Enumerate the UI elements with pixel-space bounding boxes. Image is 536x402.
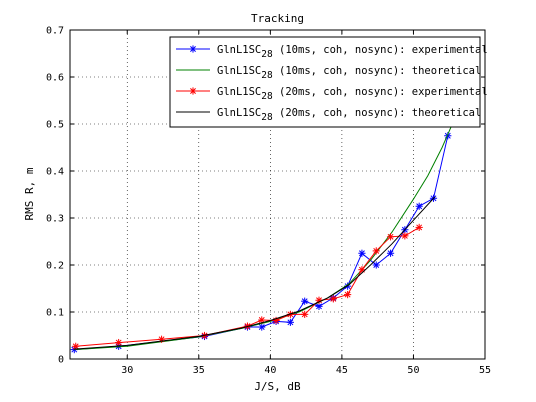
y-tick-label: 0.1 bbox=[46, 308, 64, 319]
legend-label-main: GlnL1SC bbox=[217, 86, 261, 98]
x-tick-label: 30 bbox=[121, 365, 133, 376]
x-tick-label: 45 bbox=[336, 365, 348, 376]
series-2-point bbox=[344, 291, 352, 299]
legend-entry-1: GlnL1SC28 (10ms, coh, nosync): theoretic… bbox=[176, 65, 481, 81]
series-2-point bbox=[115, 338, 123, 347]
series-line-3 bbox=[74, 196, 436, 350]
x-axis-label: J/S, dB bbox=[254, 380, 301, 393]
x-tick-label: 40 bbox=[264, 365, 276, 376]
series-2-point bbox=[358, 266, 366, 274]
series-2-point bbox=[372, 247, 380, 255]
legend-label-rest: (10ms, coh, nosync): experimental bbox=[273, 44, 488, 56]
series-2-point bbox=[415, 223, 423, 231]
legend-entry-0: GlnL1SC28 (10ms, coh, nosync): experimen… bbox=[176, 44, 488, 60]
series-0-point bbox=[258, 323, 266, 331]
legend-label-main: GlnL1SC bbox=[217, 107, 261, 119]
series-2-point bbox=[401, 232, 409, 240]
legend-marker-0 bbox=[189, 45, 197, 53]
legend-label-subscript: 28 bbox=[261, 91, 273, 102]
x-tick-label: 50 bbox=[407, 365, 419, 376]
series-0-point bbox=[415, 202, 423, 210]
y-tick-label: 0.7 bbox=[46, 26, 64, 37]
series-0-point bbox=[301, 297, 309, 305]
series-0-point bbox=[315, 302, 323, 310]
series-0-point bbox=[386, 249, 395, 257]
legend-entry-3: GlnL1SC28 (20ms, coh, nosync): theoretic… bbox=[176, 107, 481, 123]
y-tick-label: 0.3 bbox=[46, 214, 64, 225]
series-0-point bbox=[286, 318, 294, 326]
y-tick-label: 0.4 bbox=[46, 167, 64, 178]
y-tick-label: 0 bbox=[58, 355, 64, 366]
y-tick-label: 0.2 bbox=[46, 261, 64, 272]
legend-label-rest: (20ms, coh, nosync): experimental bbox=[273, 86, 488, 98]
legend-label-1: GlnL1SC28 (10ms, coh, nosync): theoretic… bbox=[217, 65, 481, 81]
legend-box bbox=[169, 36, 481, 128]
x-tick-label: 55 bbox=[479, 365, 491, 376]
grid bbox=[70, 30, 485, 359]
legend-label-subscript: 28 bbox=[261, 49, 273, 60]
y-tick-label: 0.5 bbox=[46, 120, 64, 131]
series-0-point bbox=[358, 249, 366, 257]
series-2-point bbox=[301, 310, 309, 318]
x-tick-label: 35 bbox=[193, 365, 205, 376]
legend-label-subscript: 28 bbox=[261, 70, 273, 81]
y-tick-label: 0.6 bbox=[46, 73, 64, 84]
series-2-point bbox=[329, 295, 337, 303]
legend-entry-2: GlnL1SC28 (20ms, coh, nosync): experimen… bbox=[176, 86, 488, 102]
series-0-point bbox=[372, 261, 380, 269]
legend-label-subscript: 28 bbox=[261, 112, 273, 123]
legend-label-rest: (20ms, coh, nosync): theoretical bbox=[273, 107, 482, 119]
chart-title: Tracking bbox=[251, 12, 304, 25]
legend-label-main: GlnL1SC bbox=[217, 65, 261, 77]
legend-label-main: GlnL1SC bbox=[217, 44, 261, 56]
legend-label-rest: (10ms, coh, nosync): theoretical bbox=[273, 65, 482, 77]
series-2-point bbox=[386, 233, 395, 241]
ticks: 30 35 40 45 50 55 0 0.1 0.2 0.3 0.4 0.5 0.6 0.7 bbox=[46, 26, 491, 377]
plot-frame bbox=[69, 29, 486, 360]
legend-marker-2 bbox=[189, 87, 197, 95]
legend-label-3: GlnL1SC28 (20ms, coh, nosync): theoretic… bbox=[217, 107, 481, 123]
series-layer bbox=[70, 114, 457, 354]
legend-label-2: GlnL1SC28 (20ms, coh, nosync): experimen… bbox=[217, 86, 488, 102]
legend: GlnL1SC28 (10ms, coh, nosync): experimen… bbox=[169, 36, 488, 128]
y-axis-label: RMS R, m bbox=[23, 167, 36, 220]
legend-label-0: GlnL1SC28 (10ms, coh, nosync): experimen… bbox=[217, 44, 488, 60]
series-2-point bbox=[72, 342, 80, 350]
